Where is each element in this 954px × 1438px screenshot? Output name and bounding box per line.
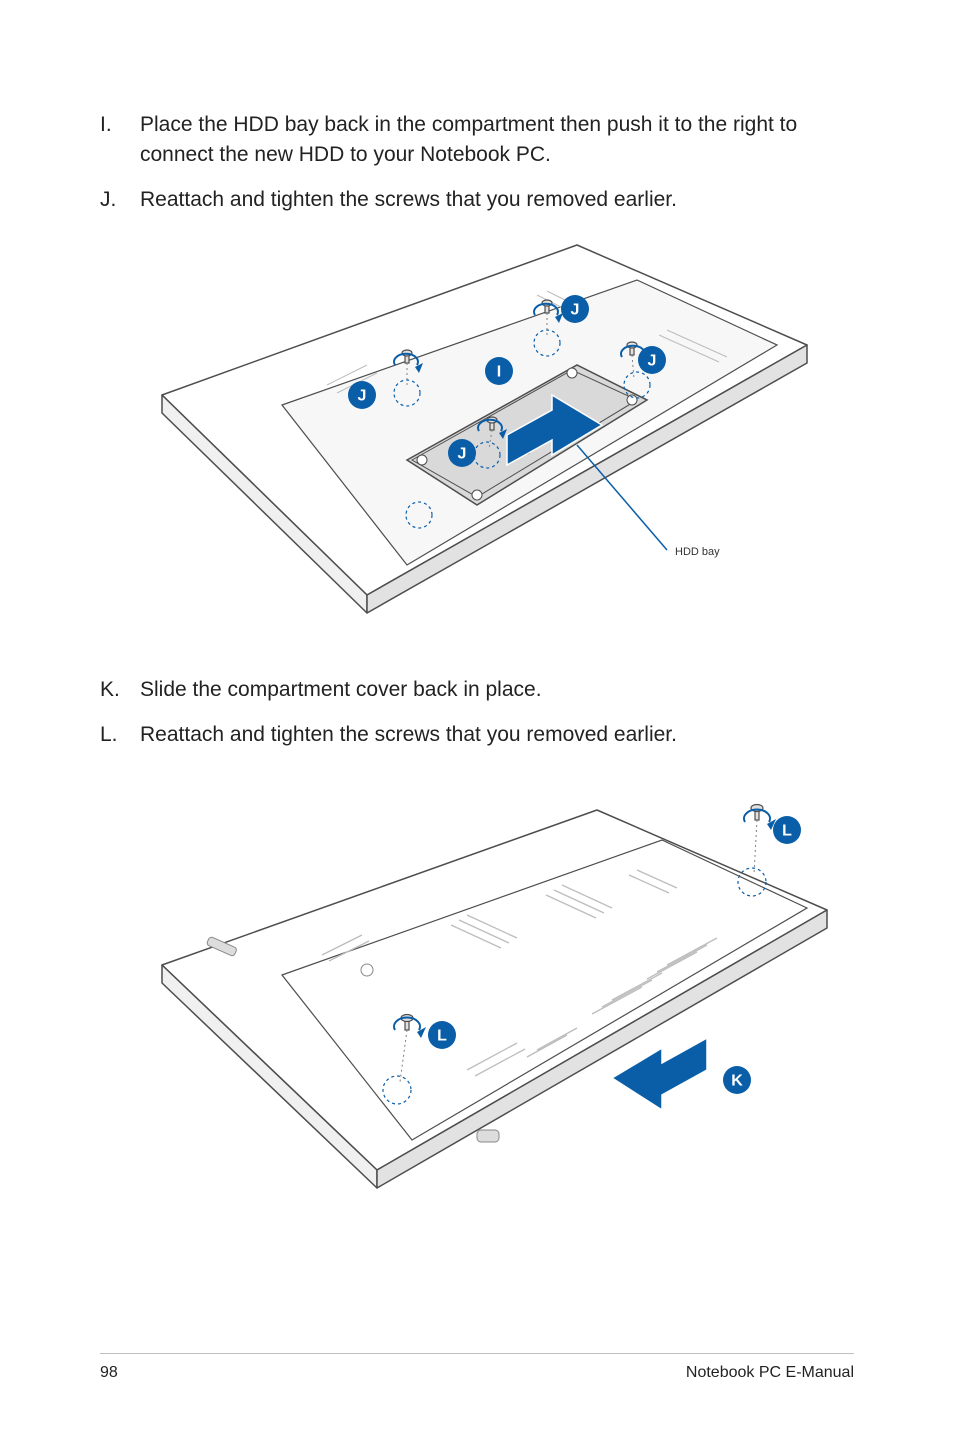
hdd-bay-label: HDD bay bbox=[675, 546, 720, 558]
step-text-j: Reattach and tighten the screws that you… bbox=[140, 185, 677, 215]
footer: 98 Notebook PC E-Manual bbox=[100, 1353, 854, 1382]
callout-j-label: J bbox=[571, 302, 580, 319]
callout-l-label: L bbox=[782, 823, 792, 840]
step-text-i: Place the HDD bay back in the compartmen… bbox=[140, 110, 854, 171]
step-k: K. Slide the compartment cover back in p… bbox=[100, 675, 854, 705]
step-i: I. Place the HDD bay back in the compart… bbox=[100, 110, 854, 171]
footer-title: Notebook PC E-Manual bbox=[686, 1364, 854, 1382]
step-letter-i: I. bbox=[100, 110, 140, 171]
diagram-cover: L L K bbox=[100, 770, 854, 1200]
step-l: L. Reattach and tighten the screws that … bbox=[100, 720, 854, 750]
page-number: 98 bbox=[100, 1364, 118, 1382]
step-letter-l: L. bbox=[100, 720, 140, 750]
step-text-k: Slide the compartment cover back in plac… bbox=[140, 675, 542, 705]
callout-k-label: K bbox=[731, 1073, 743, 1090]
callout-i-label: I bbox=[497, 364, 501, 381]
callout-j-label: J bbox=[358, 388, 367, 405]
callout-l-label: L bbox=[437, 1028, 447, 1045]
diagram-hdd-bay: HDD bay I J J J J bbox=[100, 235, 854, 635]
step-letter-k: K. bbox=[100, 675, 140, 705]
step-j: J. Reattach and tighten the screws that … bbox=[100, 185, 854, 215]
step-letter-j: J. bbox=[100, 185, 140, 215]
callout-j-label: J bbox=[458, 446, 467, 463]
callout-j-label: J bbox=[648, 353, 657, 370]
page: I. Place the HDD bay back in the compart… bbox=[0, 0, 954, 1438]
step-text-l: Reattach and tighten the screws that you… bbox=[140, 720, 677, 750]
